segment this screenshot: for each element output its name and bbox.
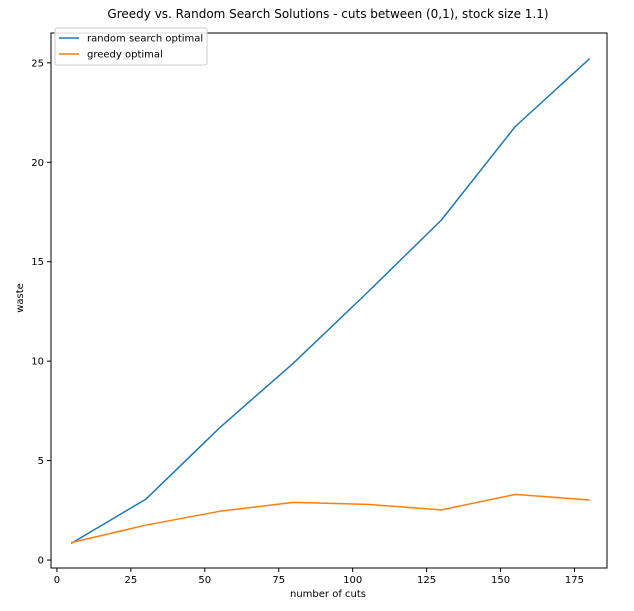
x-tick-label: 100 — [343, 575, 362, 586]
series-line-0 — [70, 58, 591, 544]
y-tick-label: 20 — [31, 158, 44, 169]
y-axis-label: waste — [15, 283, 26, 313]
y-tick-label: 0 — [38, 556, 44, 567]
series-line-1 — [70, 493, 591, 544]
y-tick-label: 5 — [38, 456, 44, 467]
x-tick-label: 25 — [124, 575, 137, 586]
x-tick-label: 50 — [198, 575, 211, 586]
x-tick-label: 150 — [491, 575, 510, 586]
legend-label-0: random search optimal — [87, 34, 203, 45]
y-tick-label: 25 — [31, 58, 44, 69]
plot-area — [70, 58, 591, 544]
legend-label-1: greedy optimal — [87, 50, 163, 61]
x-tick-label: 0 — [54, 575, 60, 586]
x-axis-label: number of cuts — [290, 589, 366, 600]
plot-frame — [50, 32, 608, 569]
x-tick-label: 75 — [272, 575, 285, 586]
legend-box — [54, 27, 208, 66]
y-tick-label: 10 — [31, 357, 44, 368]
axis-ticks: 0 25 50 75 100 125 150 175 0 5 10 15 20 25 — [31, 58, 584, 586]
chart-title: Greedy vs. Random Search Solutions - cut… — [107, 7, 548, 21]
x-tick-label: 125 — [417, 575, 436, 586]
legend: random search optimal greedy optimal — [54, 27, 208, 66]
y-tick-label: 15 — [31, 257, 44, 268]
x-tick-label: 175 — [565, 575, 584, 586]
